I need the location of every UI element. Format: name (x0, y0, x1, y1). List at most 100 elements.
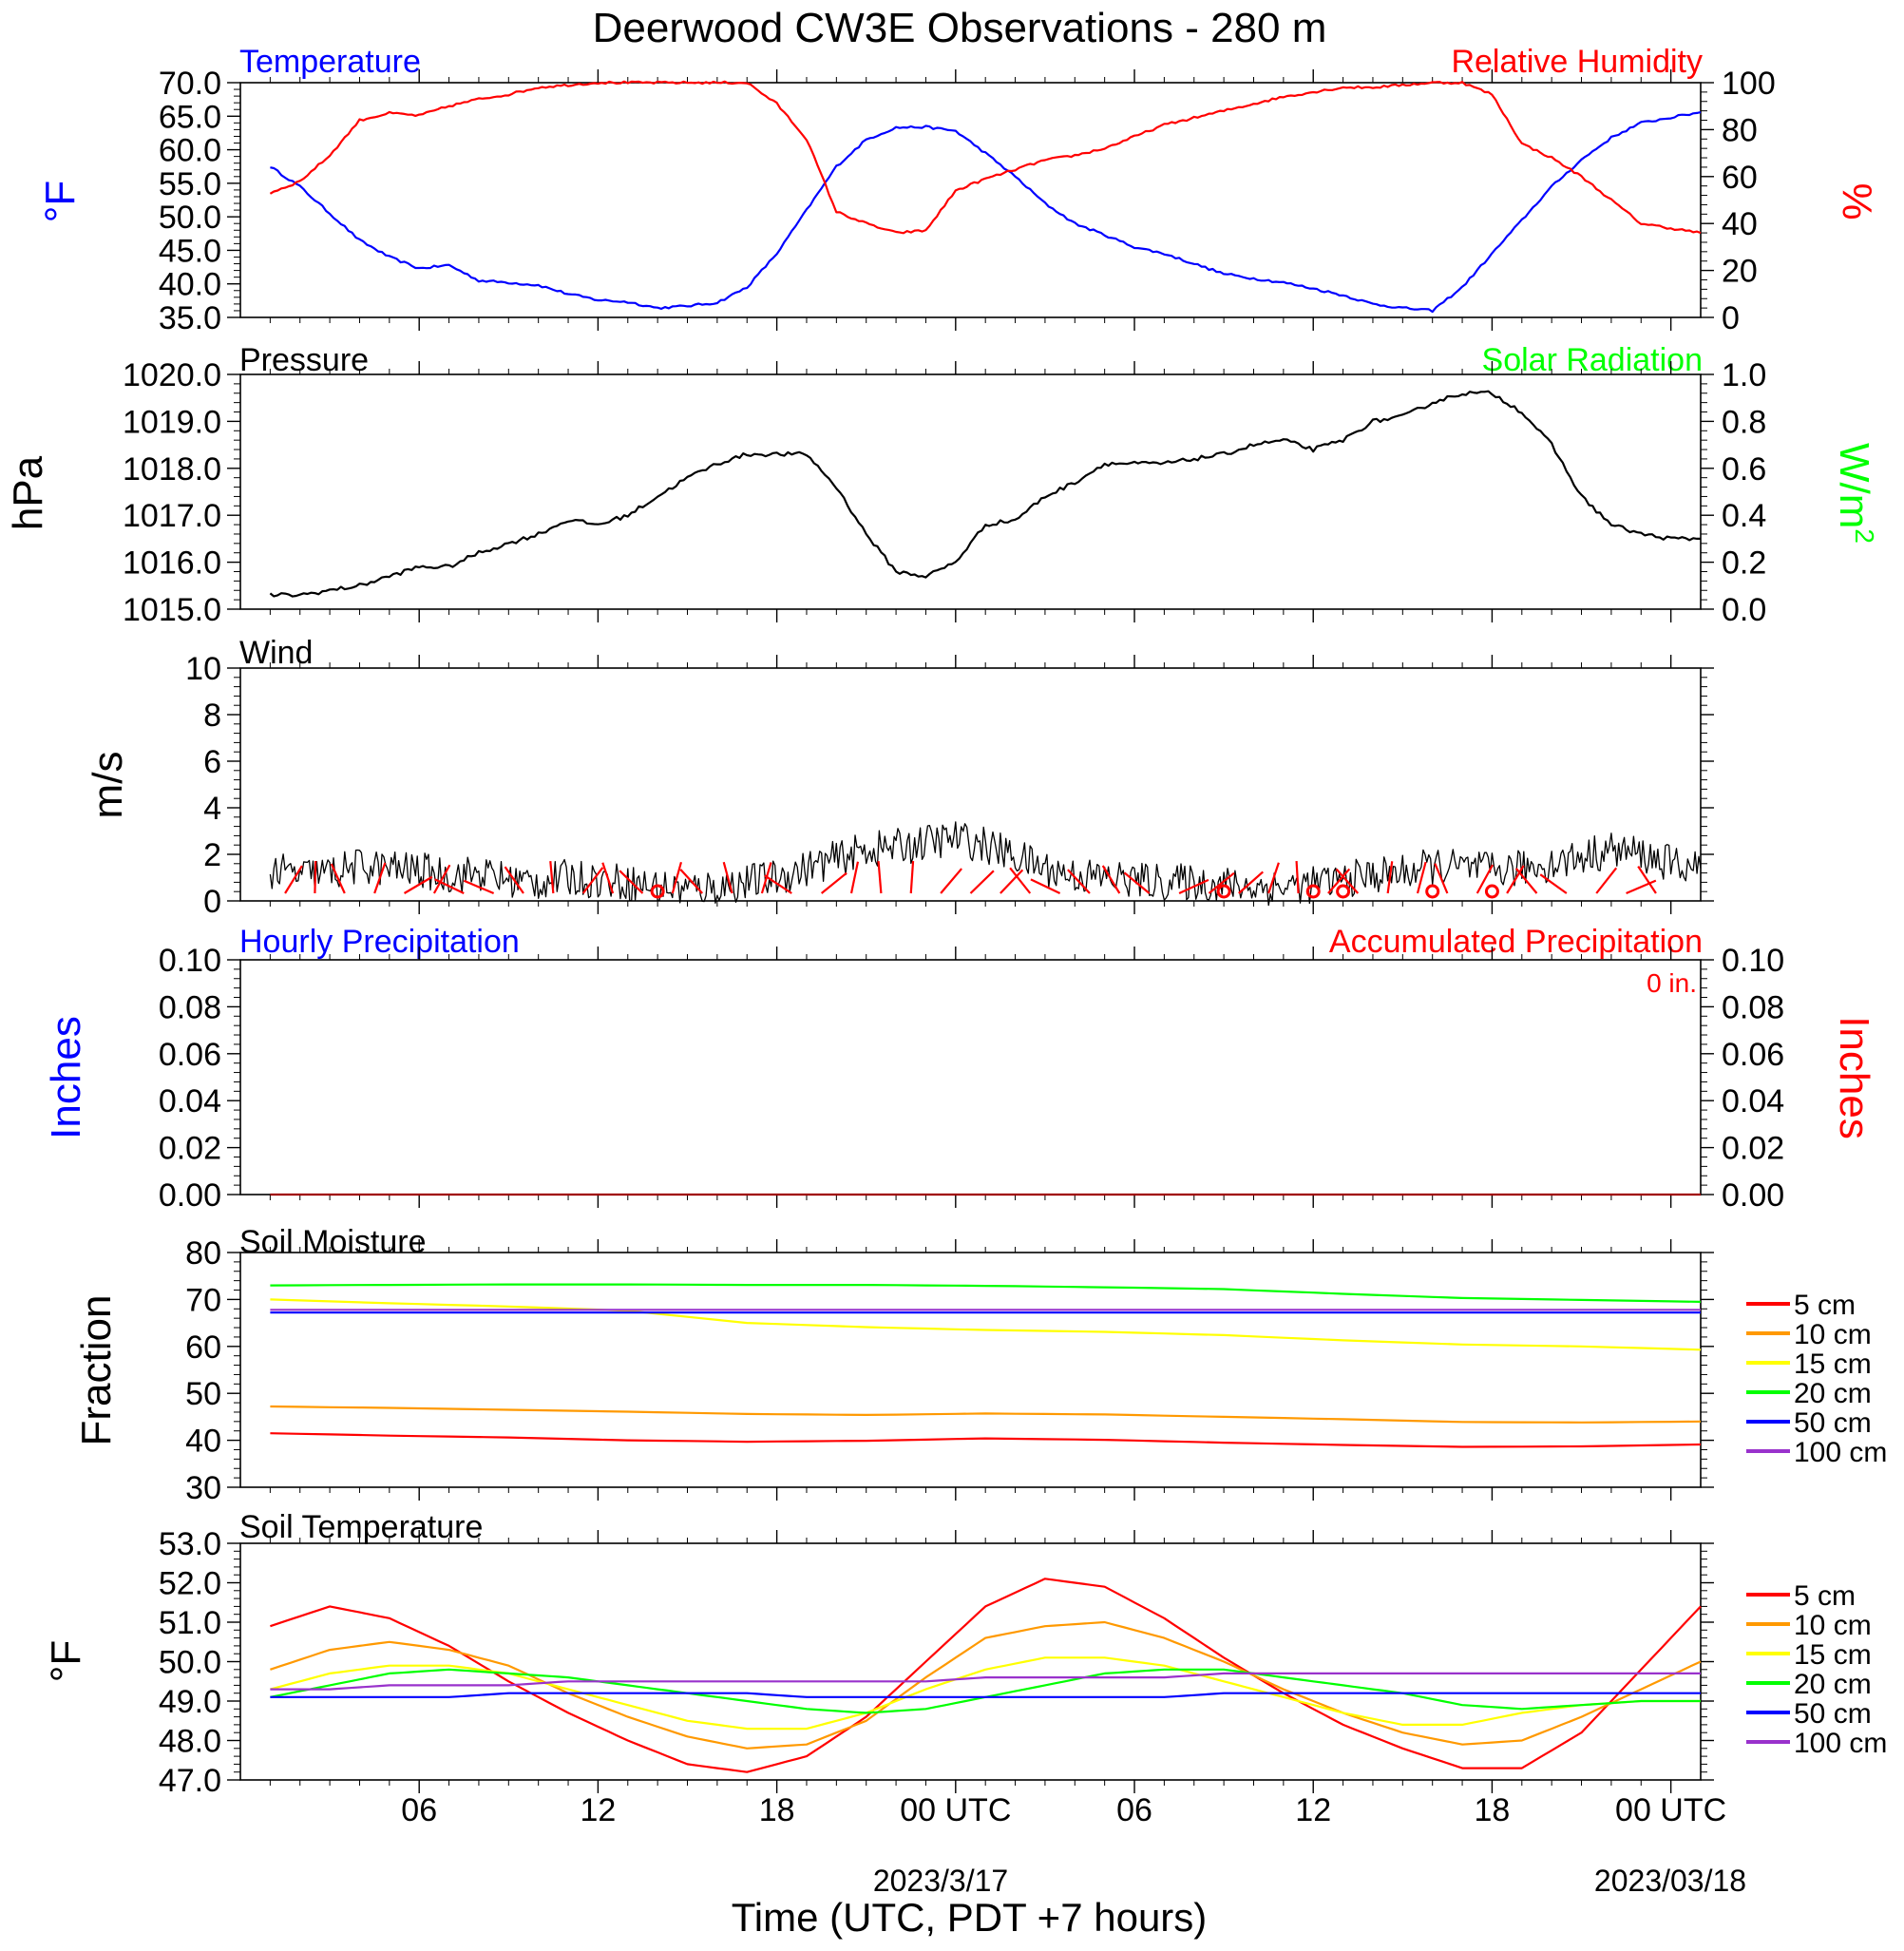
pressure-marks: 1020.0 1019.0 1018.0 1017.0 1016.0 1015.0 1.0 0… (123, 357, 1766, 628)
wind-barb (1416, 861, 1427, 894)
accumulated-precip-title: Accumulated Precipitation (1329, 924, 1703, 960)
wind-barb (1595, 867, 1618, 894)
x-tick-label: 00 UTC (900, 1792, 1011, 1828)
x-tick-label: 18 (1475, 1792, 1511, 1828)
wind-barb (434, 878, 465, 894)
y-tick-label: 0 (203, 884, 221, 920)
series-line-20-cm (270, 1283, 1702, 1303)
y-tick-label: 55.0 (159, 166, 221, 202)
wind-barb (581, 867, 604, 894)
y-tick-label: 35.0 (159, 300, 221, 336)
x-tick-label: 12 (1295, 1792, 1331, 1828)
right-tick-label: 80 (1722, 112, 1758, 148)
series-line-10-cm (270, 1620, 1702, 1750)
precip-marks: 0.10 0.08 0.06 0.04 0.02 0.00 0.10 0.08 0.06 0.04… (159, 943, 1784, 1214)
wind-barb (820, 871, 847, 894)
soil-temperature-ylabel: °F (43, 1640, 89, 1682)
x-date-label: 2023/3/17 (873, 1864, 1008, 1898)
wind-barb (463, 879, 495, 895)
y-tick-label: 6 (203, 744, 221, 780)
x-tick-label: 18 (759, 1792, 795, 1828)
wind-barb (1327, 868, 1351, 894)
wind-barb (1626, 879, 1657, 895)
series-line-relative-humidity (269, 80, 1702, 235)
wind-barb (877, 861, 883, 894)
calm-wind-marker (1425, 884, 1440, 899)
figure-title: Deerwood CW3E Observations - 280 m (593, 5, 1327, 51)
plot-frame (239, 82, 1702, 318)
wind-marks: 10 8 6 4 2 0 (185, 651, 1714, 920)
legend-label: 50 cm (1794, 1407, 1872, 1439)
precip-left-ylabel: Inches (43, 1016, 89, 1139)
legend-label: 10 cm (1794, 1319, 1872, 1350)
chart-marks: 70.065.060.055.050.045.040.035.010080604… (123, 66, 1887, 1828)
y-tick-label: 50.0 (159, 200, 221, 236)
series-line-50-cm (270, 1692, 1701, 1698)
y-tick-label: 10 (185, 651, 221, 687)
y-tick-label: 49.0 (159, 1684, 221, 1720)
x-tick-label: 06 (1116, 1792, 1152, 1828)
precip-right-ylabel: Inches (1831, 1016, 1877, 1139)
y-tick-label: 1017.0 (123, 498, 221, 534)
y-tick-label: 1016.0 (123, 545, 221, 582)
right-tick-label: 0.0 (1722, 592, 1766, 628)
wind-barb (1637, 866, 1657, 894)
y-tick-label: 47.0 (159, 1763, 221, 1799)
temp_rh-marks: 70.065.060.055.050.045.040.035.0 100 80 60 4… (159, 66, 1776, 336)
legend-label: 5 cm (1794, 1580, 1856, 1612)
y-tick-label: 8 (203, 698, 221, 734)
wind-barb (1386, 861, 1394, 894)
series-line-10-cm (270, 1405, 1702, 1424)
y-tick-label: 0.06 (159, 1037, 221, 1073)
series-line-5-cm (270, 1432, 1702, 1448)
right-tick-label: 20 (1722, 254, 1758, 290)
right-tick-label: 100 (1722, 66, 1776, 102)
y-tick-label: 51.0 (159, 1605, 221, 1641)
right-tick-label: 0.2 (1722, 545, 1766, 582)
right-tick-label: 0.02 (1722, 1131, 1784, 1167)
series-line-5-cm (270, 1578, 1702, 1773)
x-axis-label: Time (UTC, PDT +7 hours) (732, 1895, 1208, 1940)
hourly-precip-title: Hourly Precipitation (239, 924, 520, 960)
wind-barb (1295, 860, 1300, 894)
calm-wind-marker (1305, 884, 1321, 899)
x-tick-label: 00 UTC (1615, 1792, 1726, 1828)
y-tick-label: 4 (203, 791, 221, 827)
right-tick-label: 60 (1722, 160, 1758, 196)
right-tick-label: 1.0 (1722, 357, 1766, 393)
wind-barb (1434, 863, 1449, 894)
x-date-label: 2023/03/18 (1594, 1864, 1746, 1898)
y-tick-label: 70.0 (159, 66, 221, 102)
y-tick-label: 30 (185, 1470, 221, 1506)
pressure-title: Pressure (239, 342, 369, 378)
y-tick-label: 0.08 (159, 989, 221, 1025)
wind-barb (284, 865, 303, 894)
wind-barb (549, 861, 555, 894)
calm-wind-marker (1336, 884, 1351, 899)
soil-temperature-panel: Soil Temperature °F (43, 1509, 483, 1682)
right-tick-label: 0 (1722, 300, 1740, 336)
wind-barb (764, 874, 792, 894)
y-tick-label: 40.0 (159, 267, 221, 303)
wind-ylabel: m/s (85, 752, 131, 819)
y-tick-label: 50 (185, 1376, 221, 1412)
y-tick-label: 80 (185, 1235, 221, 1272)
y-tick-label: 0.00 (159, 1177, 221, 1214)
calm-wind-marker (650, 884, 665, 899)
legend-label: 5 cm (1794, 1290, 1856, 1321)
wind-barb (671, 861, 683, 894)
wind-barb (1476, 864, 1494, 894)
pressure-ylabel: hPa (5, 455, 51, 530)
precipitation-panel: Hourly Precipitation Accumulated Precipi… (43, 924, 1877, 1139)
calm-wind-marker (1484, 884, 1499, 899)
temperature-title: Temperature (239, 44, 421, 80)
series-line-15-cm (270, 1298, 1702, 1351)
legend-label: 10 cm (1794, 1610, 1872, 1641)
wind-barb (1208, 871, 1235, 894)
wind-barb (1000, 869, 1024, 894)
wind-barb (504, 866, 524, 894)
temperature-ylabel: °F (37, 181, 84, 222)
